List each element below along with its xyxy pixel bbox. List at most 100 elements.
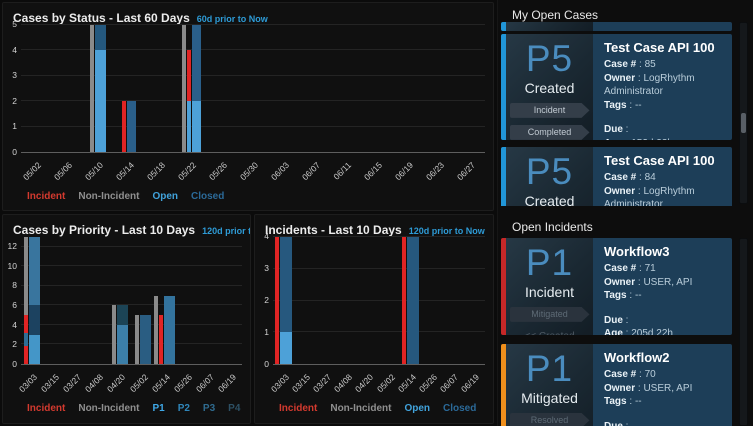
bar-group[interactable] — [181, 25, 201, 152]
bar-segment — [191, 101, 201, 152]
bar-group[interactable] — [154, 237, 176, 364]
case-field: Owner : LogRhythm Administrator — [604, 185, 695, 207]
gridline — [273, 331, 485, 333]
y-tick-label: 2 — [12, 95, 17, 106]
legend-item[interactable]: Incident — [27, 402, 66, 414]
case-card-details: Test Case API 100 Case # : 84 Owner : LogR… — [593, 147, 732, 206]
status-action-button[interactable]: Resolved — [510, 413, 590, 426]
case-field: Case # : 84 — [604, 172, 656, 183]
previous-status-link[interactable]: << Created — [524, 331, 574, 335]
bar-segment — [186, 101, 191, 152]
chart-range-label[interactable]: 60d prior to Now — [196, 14, 268, 24]
scrollbar-track[interactable] — [739, 22, 748, 204]
bar — [95, 25, 107, 152]
x-tick-label: 05/14 — [395, 372, 418, 395]
case-field-label: Age — [604, 138, 623, 141]
bar-segment — [24, 332, 29, 347]
case-card[interactable]: P5 Created Incident Completed Test Case API … — [501, 34, 732, 140]
y-axis: 0 1 2 3 4 — [255, 231, 273, 369]
legend-item[interactable]: Open — [404, 402, 431, 414]
status-action-button[interactable]: Completed — [510, 125, 590, 140]
scrollbar-track[interactable] — [739, 238, 748, 426]
legend-item[interactable]: Non-Incident — [330, 402, 392, 414]
legend-item[interactable]: Incident — [27, 190, 66, 202]
status-label: Created — [524, 192, 575, 206]
spacer — [604, 303, 723, 314]
y-axis: 0 2 4 6 8 10 12 — [3, 237, 21, 369]
y-tick-label: 5 — [12, 19, 17, 29]
y-tick-label: 3 — [12, 70, 17, 81]
bar-segment — [402, 237, 407, 364]
y-tick-label: 2 — [12, 339, 17, 350]
gridline — [273, 236, 485, 237]
x-tick-label: 04/20 — [105, 372, 128, 395]
scrollbar-thumb[interactable] — [741, 113, 746, 133]
bar — [191, 25, 201, 152]
bar-group[interactable] — [90, 25, 107, 152]
bar-group[interactable] — [24, 237, 41, 364]
x-tick-label: 05/26 — [416, 372, 440, 395]
legend-item[interactable]: Closed — [191, 190, 225, 202]
bar-segment — [95, 50, 107, 152]
priority-label: P5 — [525, 38, 574, 79]
bar-group[interactable] — [402, 237, 420, 364]
x-tick-label: 06/11 — [331, 160, 353, 182]
legend-item[interactable]: P2 — [177, 402, 190, 414]
x-tick-label: 06/23 — [423, 160, 446, 183]
case-card-summary: P5 Created — [501, 147, 593, 206]
bar-group[interactable] — [275, 237, 293, 364]
chart-legend: Incident Non-Incident Open Closed — [255, 399, 493, 417]
bar-segment — [275, 237, 280, 364]
x-axis: 05/02 05/06 05/10 05/14 05/18 05/22 05/26 05/30… — [21, 153, 485, 187]
legend-item[interactable]: P3 — [202, 402, 216, 414]
y-tick-label: 0 — [12, 147, 17, 157]
chart-range-label[interactable]: 120d prior to Now — [202, 226, 250, 236]
legend-item[interactable]: P4 — [228, 402, 241, 414]
x-tick-label: 05/30 — [237, 160, 261, 183]
y-axis: 0 1 2 3 4 5 — [3, 19, 21, 157]
x-tick-label: 05/26 — [171, 372, 194, 395]
cases-by-status-chart: Cases by Status - Last 60 Days 60d prior … — [2, 2, 494, 211]
case-card[interactable]: P1 Mitigated Resolved Workflow2 Case # : 70 O… — [501, 344, 732, 426]
case-card-details: Workflow2 Case # : 70 Owner : USER, API Tag… — [593, 344, 732, 426]
bar-group[interactable] — [134, 237, 151, 364]
x-tick-label: 06/03 — [268, 160, 291, 183]
legend-item[interactable]: Non-Incident — [78, 190, 140, 202]
chart-range-label[interactable]: 120d prior to Now — [408, 226, 485, 236]
case-field: Owner : USER, API — [604, 382, 693, 394]
y-tick-label: 3 — [264, 263, 269, 273]
bar — [122, 25, 127, 152]
x-tick-label: 05/02 — [127, 372, 150, 395]
bar — [112, 237, 117, 364]
bar-segment — [134, 315, 139, 364]
status-action-button[interactable]: Incident — [510, 103, 590, 118]
chart-title: Cases by Priority - Last 10 Days — [13, 223, 196, 237]
bar-segment — [24, 315, 29, 333]
legend-item[interactable]: Incident — [279, 402, 318, 414]
status-label: Incident — [524, 283, 575, 300]
x-axis: 03/03 03/15 03/27 04/08 04/20 05/02 05/14 05/26… — [269, 365, 485, 399]
x-tick-label: 05/14 — [149, 372, 172, 395]
chart-body: 0 1 2 3 4 — [255, 231, 493, 369]
legend-item[interactable]: P1 — [152, 402, 165, 414]
case-field: Tags : -- — [604, 99, 642, 111]
case-card[interactable]: P5 Created Test Case API 100 Case # : 84 Own… — [501, 147, 732, 206]
bar-group[interactable] — [122, 25, 137, 152]
partial-card[interactable] — [501, 22, 732, 31]
legend-item[interactable]: Non-Incident — [78, 402, 140, 414]
legend-item[interactable]: Open — [152, 190, 179, 202]
status-action-button[interactable]: Mitigated — [510, 307, 590, 322]
bar-group[interactable] — [112, 237, 129, 364]
case-field-label: Due — [604, 124, 623, 135]
case-card-summary: P1 Mitigated Resolved — [501, 344, 593, 426]
case-field-label: Case # — [604, 369, 637, 380]
bar — [402, 237, 407, 364]
case-field-label: Case # — [604, 263, 637, 274]
y-tick-label: 4 — [264, 231, 269, 241]
legend-item[interactable]: Closed — [443, 402, 477, 414]
case-title: Workflow2 — [604, 350, 670, 365]
bar-segment — [24, 237, 29, 316]
bar-segment — [186, 50, 191, 102]
